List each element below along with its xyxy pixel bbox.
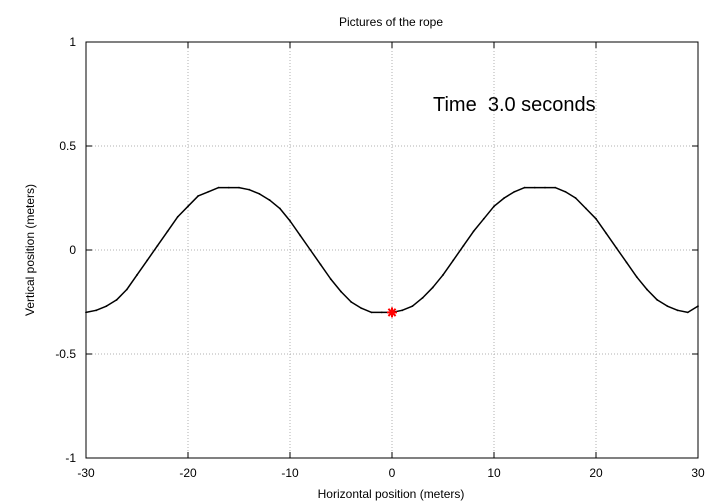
rope-point [106, 305, 108, 307]
x-tick-label: -30 [77, 466, 95, 480]
rope-point [667, 305, 669, 307]
rope-point [585, 208, 587, 210]
rope-point [289, 220, 291, 222]
x-axis-label: Horizontal position (meters) [318, 487, 465, 501]
y-tick-labels: -1 -0.5 0 0.5 1 [55, 35, 76, 465]
y-tick-label: -0.5 [55, 347, 76, 361]
rope-point [259, 193, 261, 195]
y-tick-label: -1 [65, 451, 76, 465]
x-tick-label: 10 [487, 466, 501, 480]
rope-point [422, 297, 424, 299]
rope-point [605, 232, 607, 234]
rope-point [330, 278, 332, 280]
rope-point [473, 230, 475, 232]
rope-point [228, 187, 230, 189]
rope-point [279, 208, 281, 210]
rope-point [503, 197, 505, 199]
rope-point [687, 312, 689, 314]
rope-point [126, 289, 128, 291]
rope-point [442, 274, 444, 276]
rope-point [167, 230, 169, 232]
rope-point [146, 260, 148, 262]
rope-point [187, 205, 189, 207]
rope-point [361, 307, 363, 309]
rope-point [554, 187, 556, 189]
rope-point [238, 187, 240, 189]
rope-point [493, 205, 495, 207]
rope-point [656, 299, 658, 301]
rope-point [248, 189, 250, 191]
x-tick-label: -20 [179, 466, 197, 480]
x-tick-label: -10 [281, 466, 299, 480]
rope-point [401, 309, 403, 311]
y-axis-label: Vertical position (meters) [23, 184, 37, 316]
x-tick-label: 20 [589, 466, 603, 480]
y-tick-label: 1 [69, 35, 76, 49]
rope-point [381, 312, 383, 314]
rope-point [452, 260, 454, 262]
y-tick-label: 0.5 [59, 139, 76, 153]
rope-point [565, 191, 567, 193]
x-tick-label: 0 [389, 466, 396, 480]
rope-point [310, 249, 312, 251]
marker-layer [387, 307, 397, 317]
rope-point [412, 305, 414, 307]
rope-point [177, 216, 179, 218]
rope-point [514, 191, 516, 193]
rope-point [432, 287, 434, 289]
rope-point [320, 264, 322, 266]
rope-point [534, 187, 536, 189]
rope-point [575, 197, 577, 199]
rope-point [371, 312, 373, 314]
rope-point [616, 247, 618, 249]
rope-point [218, 187, 220, 189]
chart-title: Pictures of the rope [339, 15, 443, 29]
rope-point [636, 276, 638, 278]
grid-lines [86, 42, 698, 458]
rope-point [677, 309, 679, 311]
x-tick-label: 30 [691, 466, 705, 480]
rope-point [350, 301, 352, 303]
time-annotation: Time 3.0 seconds [433, 94, 596, 116]
rope-point [524, 187, 526, 189]
rope-point [626, 262, 628, 264]
rope-point [116, 299, 118, 301]
rope-point [136, 274, 138, 276]
rope-point [208, 191, 210, 193]
rope-point [299, 235, 301, 237]
x-tick-labels: -30 -20 -10 0 10 20 30 [77, 466, 705, 480]
rope-point [197, 195, 199, 197]
rope-point [95, 309, 97, 311]
rope-point [595, 218, 597, 220]
rope-point [483, 218, 485, 220]
rope-point [157, 245, 159, 247]
rope-point [544, 187, 546, 189]
rope-point [463, 245, 465, 247]
y-tick-label: 0 [69, 243, 76, 257]
rope-point [269, 199, 271, 201]
rope-point [340, 291, 342, 293]
rope-point [646, 289, 648, 291]
marker-star-icon [387, 307, 397, 317]
